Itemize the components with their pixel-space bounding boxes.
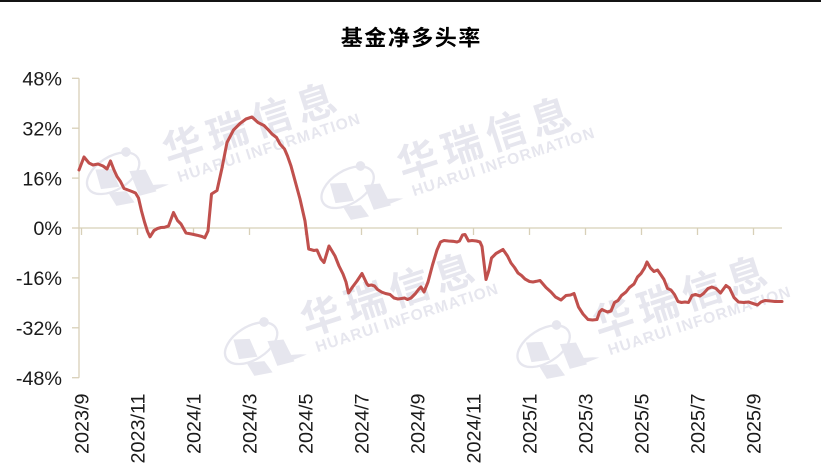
svg-text:2024/1: 2024/1 [184, 394, 206, 455]
svg-text:2025/1: 2025/1 [520, 394, 542, 455]
svg-text:2025/5: 2025/5 [632, 394, 654, 455]
svg-text:0%: 0% [33, 218, 62, 240]
svg-text:-48%: -48% [16, 368, 62, 390]
svg-text:48%: 48% [22, 69, 62, 91]
svg-text:2024/5: 2024/5 [296, 394, 318, 455]
svg-text:2024/3: 2024/3 [240, 394, 262, 455]
svg-text:32%: 32% [22, 118, 62, 140]
svg-text:2023/9: 2023/9 [72, 394, 94, 455]
svg-text:-32%: -32% [16, 318, 62, 340]
svg-text:16%: 16% [22, 168, 62, 190]
svg-text:2025/9: 2025/9 [744, 394, 766, 455]
svg-text:2023/11: 2023/11 [128, 394, 150, 464]
svg-text:2024/9: 2024/9 [408, 394, 430, 455]
svg-text:2025/7: 2025/7 [688, 394, 710, 455]
svg-text:2025/3: 2025/3 [576, 394, 598, 455]
svg-text:-16%: -16% [16, 268, 62, 290]
svg-text:2024/11: 2024/11 [464, 394, 486, 464]
svg-text:2024/7: 2024/7 [352, 394, 374, 455]
